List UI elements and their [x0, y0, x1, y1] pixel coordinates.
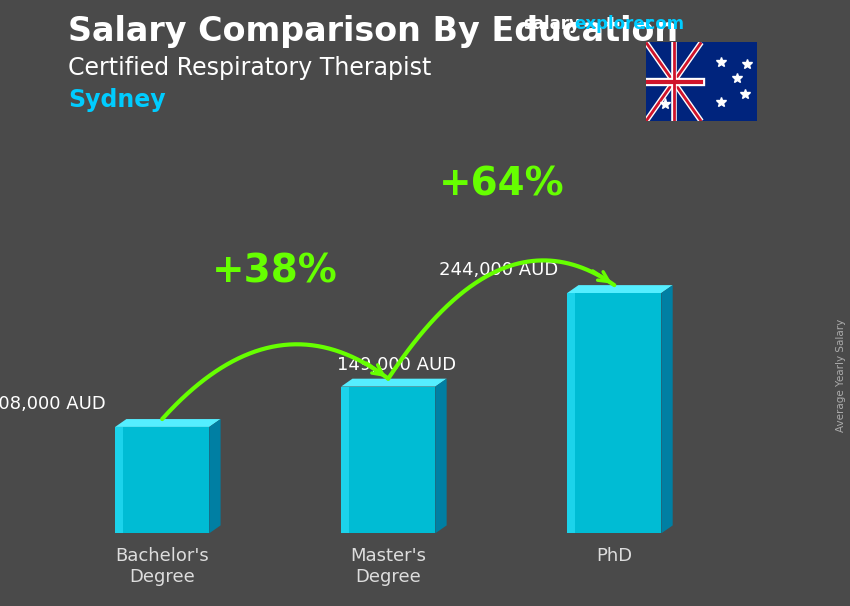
Polygon shape [567, 285, 672, 293]
Polygon shape [341, 379, 446, 387]
Text: Sydney: Sydney [68, 88, 166, 112]
Polygon shape [661, 285, 672, 533]
Polygon shape [209, 419, 221, 533]
Text: 108,000 AUD: 108,000 AUD [0, 395, 105, 413]
Text: .com: .com [639, 15, 684, 33]
Polygon shape [115, 427, 122, 533]
Polygon shape [341, 387, 435, 533]
Polygon shape [115, 419, 221, 427]
Text: Average Yearly Salary: Average Yearly Salary [836, 319, 846, 432]
Polygon shape [115, 427, 209, 533]
Text: 244,000 AUD: 244,000 AUD [439, 261, 558, 279]
Text: Salary Comparison By Education: Salary Comparison By Education [68, 15, 678, 48]
Text: explorer: explorer [575, 15, 654, 33]
Text: Certified Respiratory Therapist: Certified Respiratory Therapist [68, 56, 431, 80]
Polygon shape [435, 379, 446, 533]
Polygon shape [567, 293, 575, 533]
Text: +38%: +38% [212, 253, 338, 290]
Text: salary: salary [523, 15, 580, 33]
Text: 149,000 AUD: 149,000 AUD [337, 356, 456, 374]
Polygon shape [341, 387, 348, 533]
Text: +64%: +64% [439, 165, 564, 203]
Polygon shape [567, 293, 661, 533]
